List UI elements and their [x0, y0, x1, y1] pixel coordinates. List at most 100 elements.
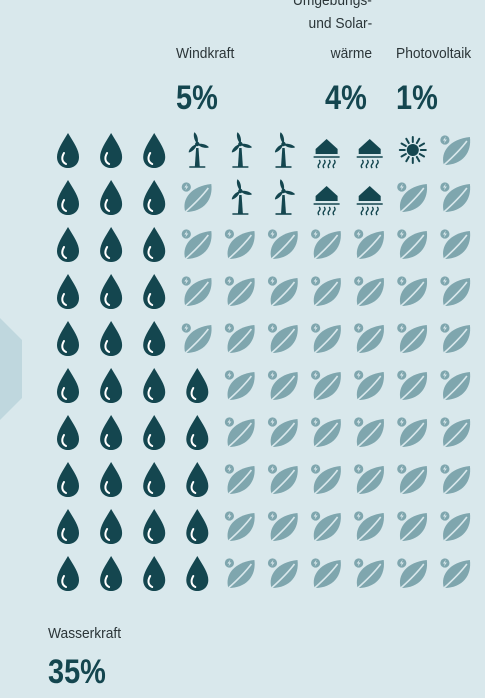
heat-house-unit-icon: [313, 186, 340, 216]
water-drop-unit-icon: [143, 368, 166, 403]
heat-house-unit-icon: [356, 186, 383, 216]
leaf-energy-unit-icon: [224, 276, 255, 307]
water-drop-unit-icon: [57, 415, 79, 450]
leaf-energy-unit-icon: [267, 323, 298, 354]
leaf-energy-unit-icon: [440, 417, 471, 448]
leaf-energy-unit-icon: [311, 558, 341, 589]
leaf-energy-unit-icon: [440, 276, 471, 307]
water-drop-unit-icon: [57, 227, 79, 262]
water-drop-unit-icon: [100, 180, 123, 215]
leaf-energy-unit-icon: [354, 276, 384, 307]
leaf-energy-unit-icon: [267, 558, 298, 589]
water-drop-unit-icon: [100, 556, 123, 591]
water-drop-unit-icon: [57, 180, 79, 215]
leaf-energy-unit-icon: [181, 182, 212, 213]
wind-turbine-unit-icon: [231, 179, 252, 215]
water-drop-unit-icon: [143, 415, 166, 450]
water-drop-unit-icon: [186, 462, 209, 497]
leaf-energy-unit-icon: [224, 370, 255, 401]
leaf-energy-unit-icon: [311, 464, 341, 495]
leaf-energy-unit-icon: [397, 511, 428, 542]
windkraft-percent: 5%: [176, 79, 218, 117]
leaf-energy-unit-icon: [267, 370, 298, 401]
water-drop-unit-icon: [100, 415, 123, 450]
photovoltaik-percent: 1%: [396, 79, 438, 117]
leaf-energy-unit-icon: [311, 417, 341, 448]
leaf-energy-unit-icon: [354, 558, 384, 589]
leaf-energy-unit-icon: [224, 229, 255, 260]
leaf-energy-unit-icon: [224, 323, 255, 354]
leaf-energy-unit-icon: [224, 464, 255, 495]
ambient-solar-label-line3: wärme: [330, 45, 372, 62]
heat-house-unit-icon: [356, 139, 383, 169]
leaf-energy-unit-icon: [397, 464, 428, 495]
sun-unit-icon: [398, 136, 427, 164]
leaf-energy-unit-icon: [440, 370, 471, 401]
water-drop-unit-icon: [57, 462, 79, 497]
water-drop-unit-icon: [57, 509, 79, 544]
leaf-energy-unit-icon: [311, 370, 341, 401]
water-drop-unit-icon: [57, 321, 79, 356]
water-drop-unit-icon: [57, 556, 79, 591]
leaf-energy-unit-icon: [397, 558, 428, 589]
water-drop-unit-icon: [100, 462, 123, 497]
ambient-solar-label-line1: Umgebungs-: [292, 0, 372, 9]
leaf-energy-unit-icon: [354, 370, 384, 401]
leaf-energy-unit-icon: [181, 276, 212, 307]
leaf-energy-unit-icon: [311, 276, 341, 307]
leaf-energy-unit-icon: [267, 417, 298, 448]
leaf-energy-unit-icon: [267, 511, 298, 542]
leaf-energy-unit-icon: [311, 511, 341, 542]
leaf-energy-unit-icon: [354, 229, 384, 260]
leaf-energy-unit-icon: [397, 370, 428, 401]
water-drop-unit-icon: [100, 133, 123, 168]
leaf-energy-unit-icon: [440, 135, 471, 166]
photovoltaik-label: Photovoltaik: [396, 45, 472, 62]
leaf-energy-unit-icon: [397, 417, 428, 448]
leaf-energy-unit-icon: [311, 323, 341, 354]
leaf-energy-unit-icon: [397, 323, 428, 354]
water-drop-unit-icon: [143, 462, 166, 497]
water-drop-unit-icon: [57, 368, 79, 403]
water-drop-unit-icon: [143, 133, 166, 168]
leaf-energy-unit-icon: [354, 323, 384, 354]
leaf-energy-unit-icon: [311, 229, 341, 260]
water-drop-unit-icon: [57, 274, 79, 309]
leaf-energy-unit-icon: [440, 182, 471, 213]
water-drop-unit-icon: [143, 180, 166, 215]
water-drop-unit-icon: [143, 509, 166, 544]
windkraft-label: Windkraft: [176, 45, 235, 62]
wind-turbine-unit-icon: [231, 132, 252, 168]
leaf-energy-unit-icon: [440, 558, 471, 589]
leaf-energy-unit-icon: [224, 511, 255, 542]
leaf-energy-unit-icon: [181, 229, 212, 260]
leaf-energy-unit-icon: [354, 417, 384, 448]
water-drop-unit-icon: [143, 274, 166, 309]
wind-turbine-unit-icon: [274, 132, 296, 168]
water-drop-unit-icon: [143, 556, 166, 591]
wasserkraft-percent: 35%: [48, 653, 106, 691]
leaf-energy-unit-icon: [181, 323, 212, 354]
water-drop-unit-icon: [186, 556, 209, 591]
water-drop-unit-icon: [143, 227, 166, 262]
leaf-energy-unit-icon: [440, 229, 471, 260]
water-drop-unit-icon: [186, 415, 209, 450]
water-drop-unit-icon: [186, 509, 209, 544]
ambient-solar-label-line2: und Solar-: [308, 15, 372, 32]
heat-house-unit-icon: [313, 139, 340, 169]
leaf-energy-unit-icon: [224, 558, 255, 589]
leaf-energy-unit-icon: [440, 323, 471, 354]
wasserkraft-label: Wasserkraft: [48, 625, 122, 642]
leaf-energy-unit-icon: [224, 417, 255, 448]
leaf-energy-unit-icon: [397, 229, 428, 260]
wind-turbine-unit-icon: [188, 132, 209, 168]
water-drop-unit-icon: [100, 227, 123, 262]
leaf-energy-unit-icon: [397, 276, 428, 307]
water-drop-unit-icon: [143, 321, 166, 356]
water-drop-unit-icon: [57, 133, 79, 168]
leaf-energy-unit-icon: [397, 182, 428, 213]
leaf-energy-unit-icon: [440, 464, 471, 495]
leaf-energy-unit-icon: [267, 229, 298, 260]
